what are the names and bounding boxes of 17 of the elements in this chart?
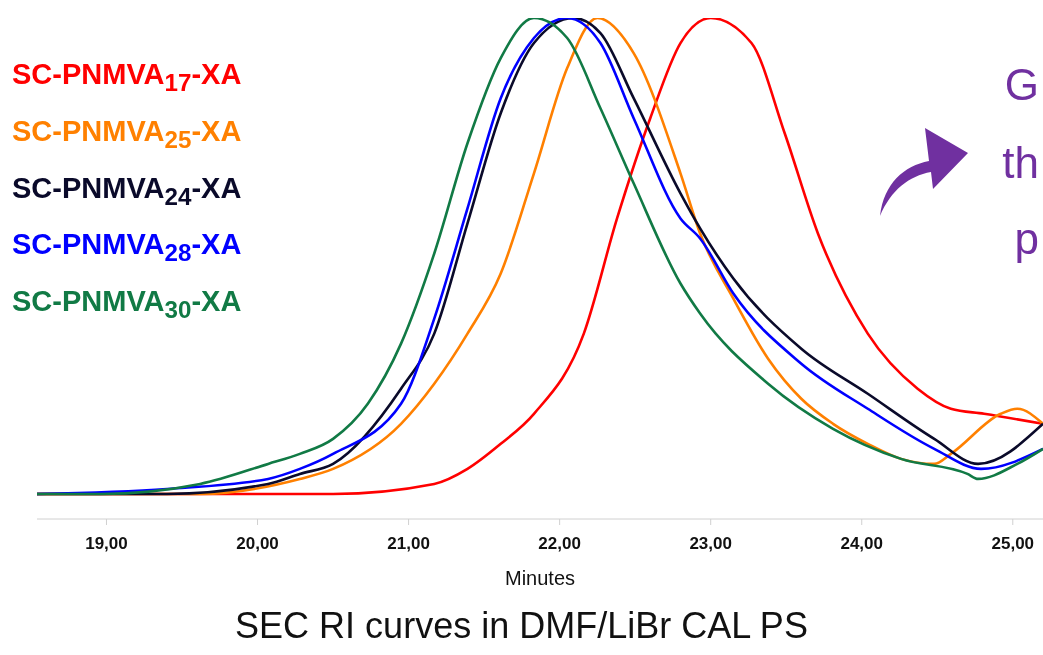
x-tick-label: 19,00 (85, 534, 128, 554)
annotation: p (1014, 214, 1039, 264)
x-axis-title: Minutes (504, 567, 576, 590)
text: SC-PNMVA$_{30}$-XA (12, 284, 242, 325)
text: SC-PNMVA$_{24}$-XA (12, 170, 242, 212)
annotation: th (1002, 138, 1039, 188)
annotation: G (1004, 60, 1039, 110)
x-tick-label: 24,00 (840, 534, 884, 554)
text: SEC RI curves in DMF/LiBr CAL PS (234, 605, 809, 647)
text: SC-PNMVA$_{17}$-XA (12, 57, 242, 98)
x-tick-label: 21,00 (387, 534, 430, 554)
text: SC-PNMVA$_{28}$-XA (12, 227, 242, 269)
x-tick-label: 20,00 (236, 534, 279, 554)
x-tick-label: 23,00 (689, 534, 732, 554)
x-tick-label: 25,00 (991, 534, 1035, 554)
x-tick-label: 22,00 (538, 534, 581, 554)
text: SC-PNMVA$_{25}$-XA (12, 113, 242, 155)
